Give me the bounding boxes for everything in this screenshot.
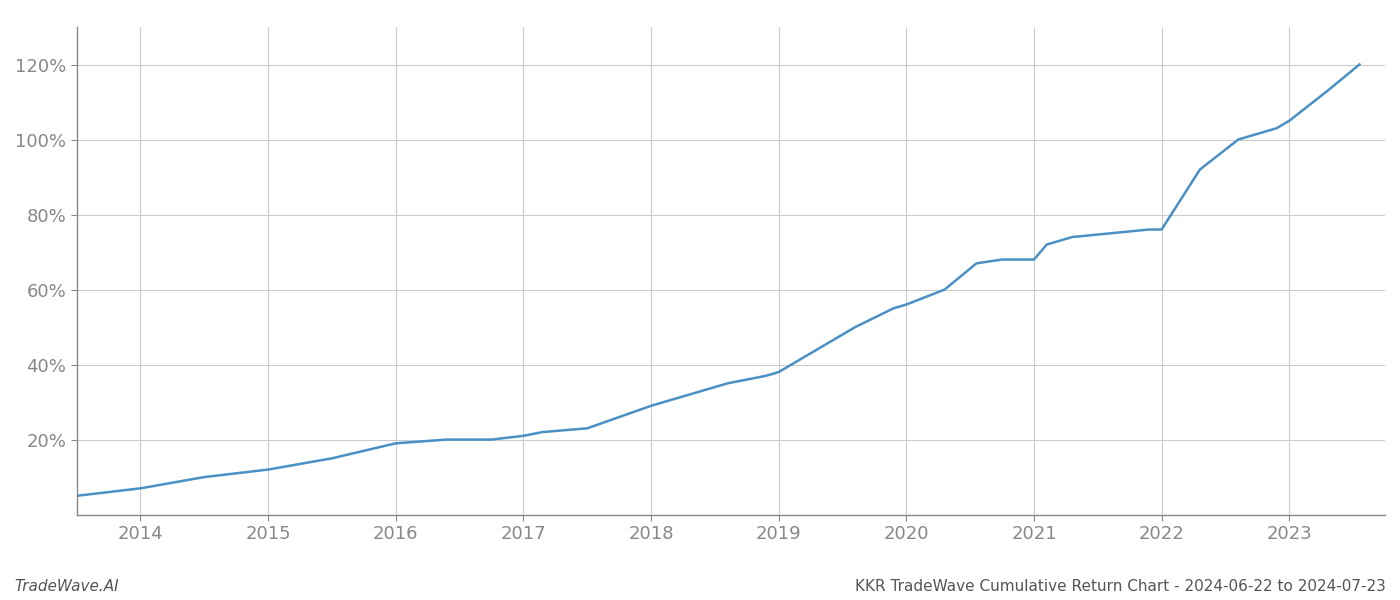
Text: TradeWave.AI: TradeWave.AI bbox=[14, 579, 119, 594]
Text: KKR TradeWave Cumulative Return Chart - 2024-06-22 to 2024-07-23: KKR TradeWave Cumulative Return Chart - … bbox=[855, 579, 1386, 594]
